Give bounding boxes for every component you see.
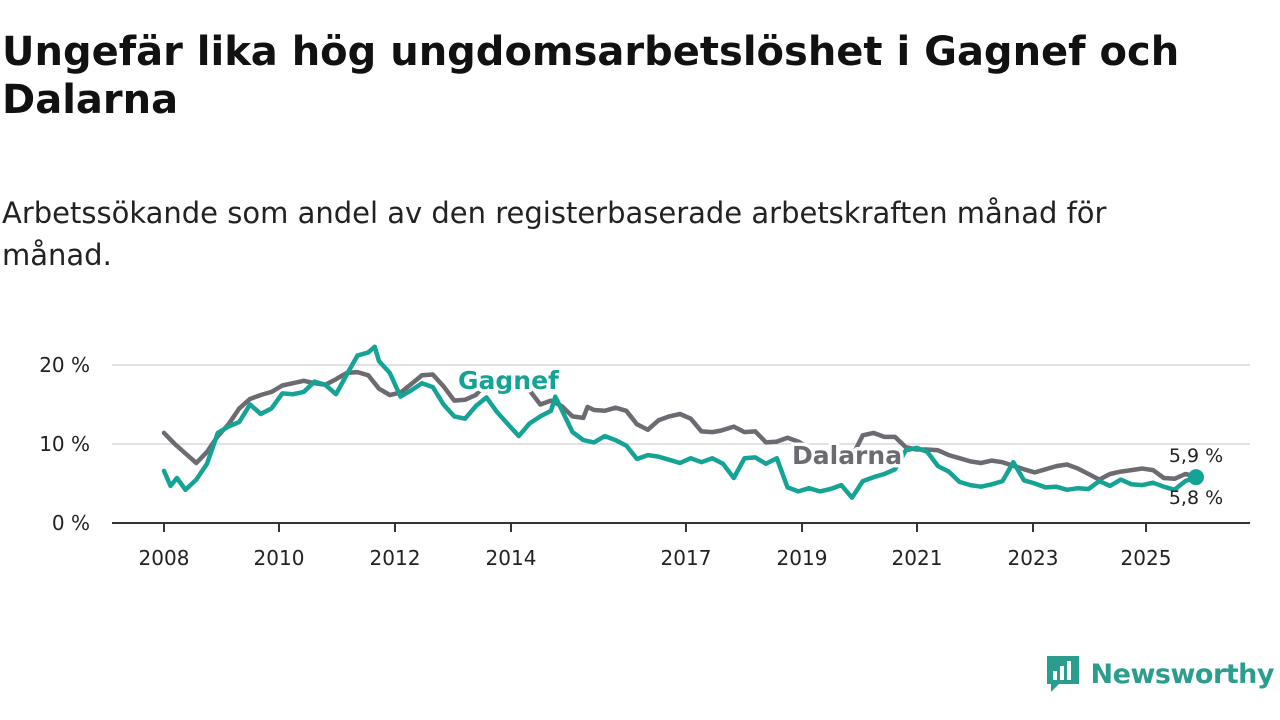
brand-name: Newsworthy bbox=[1090, 658, 1275, 690]
y-tick-label: 0 % bbox=[52, 511, 90, 535]
series-layer bbox=[161, 344, 1204, 500]
x-tick-label: 2014 bbox=[486, 546, 537, 570]
y-tick-label: 10 % bbox=[39, 432, 90, 456]
y-tick-label: 20 % bbox=[39, 353, 90, 377]
x-tick-label: 2010 bbox=[254, 546, 305, 570]
series-label-dalarna: Dalarna bbox=[792, 441, 902, 470]
label-layer: 5,9 % 5,8 % Gagnef Dalarna bbox=[455, 363, 1224, 510]
end-value-dalarna: 5,9 % bbox=[1169, 445, 1223, 467]
axis-layer: 0 % 10 % 20 % 2008 2010 2012 2014 2017 2019 2021 2… bbox=[39, 353, 1250, 570]
x-tick-label: 2021 bbox=[892, 546, 943, 570]
x-tick-label: 2012 bbox=[370, 546, 421, 570]
series-line-gagnef bbox=[161, 344, 1199, 500]
end-marker-gagnef bbox=[1188, 469, 1204, 486]
x-tick-label: 2017 bbox=[661, 546, 712, 570]
x-tick-label: 2008 bbox=[139, 546, 190, 570]
brand-logo: Newsworthy bbox=[1045, 654, 1275, 694]
x-tick-label: 2019 bbox=[777, 546, 828, 570]
page-title: Ungefär lika hög ungdomsarbetslöshet i G… bbox=[2, 29, 1180, 123]
end-value-gagnef: 5,8 % bbox=[1169, 487, 1223, 509]
grid-layer bbox=[112, 364, 1250, 445]
chart-subtitle: Arbetssökande som andel av den registerb… bbox=[2, 196, 1107, 272]
newsworthy-logo-icon bbox=[1046, 656, 1079, 692]
x-tick-label: 2023 bbox=[1008, 546, 1059, 570]
line-chart: 0 % 10 % 20 % 2008 2010 2012 2014 2017 2019 2021 2… bbox=[39, 344, 1250, 570]
series-label-gagnef: Gagnef bbox=[458, 366, 560, 395]
series-line-dalarna bbox=[161, 369, 1199, 482]
x-tick-label: 2025 bbox=[1121, 546, 1172, 570]
